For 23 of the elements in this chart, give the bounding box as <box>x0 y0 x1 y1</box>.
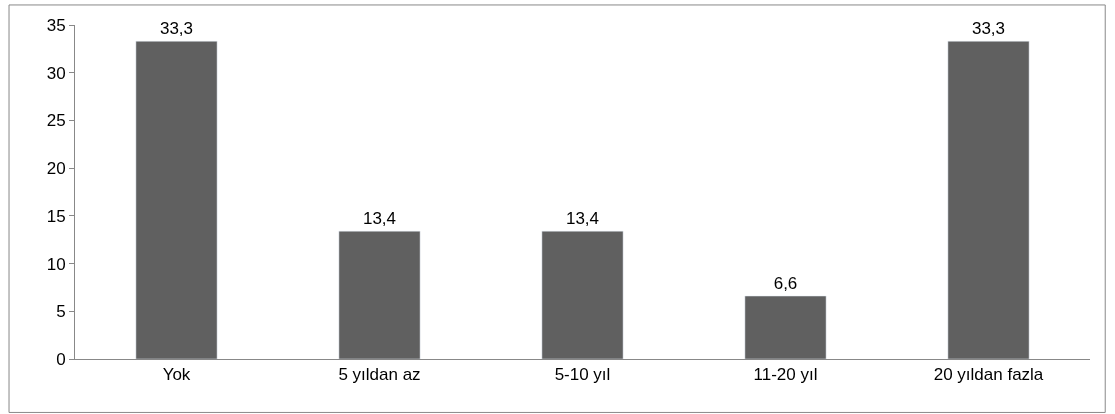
x-tick-label: 20 yıldan fazla <box>933 365 1044 385</box>
bar <box>744 295 827 359</box>
data-label: 13,4 <box>565 209 600 229</box>
y-tick-label: 30 <box>46 63 66 83</box>
x-tick-label: 5 yıldan az <box>338 365 421 385</box>
y-tick-label: 0 <box>56 349 66 369</box>
x-tick-label: 5-10 yıl <box>554 365 611 385</box>
data-label: 6,6 <box>773 274 798 294</box>
data-label: 33,3 <box>159 19 194 39</box>
bar <box>338 230 421 359</box>
y-tick-label: 10 <box>46 254 66 274</box>
y-tick-label: 20 <box>46 159 66 179</box>
x-tick-label: Yok <box>162 365 191 385</box>
bar <box>541 230 624 359</box>
bar <box>947 40 1030 359</box>
data-label: 13,4 <box>362 209 397 229</box>
bar <box>135 40 218 359</box>
y-tick-label: 35 <box>46 15 66 35</box>
x-tick-label: 11-20 yıl <box>753 365 818 385</box>
y-tick-label: 5 <box>56 302 66 322</box>
y-tick-label: 25 <box>46 111 66 131</box>
data-label: 33,3 <box>971 19 1006 39</box>
y-tick-label: 15 <box>46 206 66 226</box>
